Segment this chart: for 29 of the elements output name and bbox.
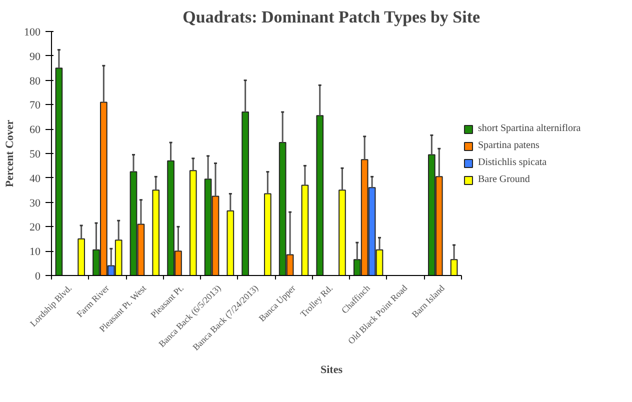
x-axis-title: Sites <box>320 364 344 376</box>
bar <box>316 115 324 276</box>
y-tick-label: 10 <box>30 246 41 258</box>
y-tick-label: 40 <box>30 172 41 185</box>
y-axis-title: Percent Cover <box>4 120 16 188</box>
bar <box>301 184 309 276</box>
bar <box>226 210 234 276</box>
y-tick-label: 30 <box>30 197 41 210</box>
bar <box>450 259 458 276</box>
bar <box>78 238 85 276</box>
y-tick-label: 50 <box>30 148 41 160</box>
y-tick-label: 80 <box>30 75 41 88</box>
bar <box>264 193 272 276</box>
bar <box>189 170 197 276</box>
y-tick-label: 60 <box>30 124 41 136</box>
bar <box>242 112 249 276</box>
y-tick-label: 20 <box>30 222 41 234</box>
legend-label: Spartina patens <box>478 140 540 151</box>
bar <box>55 68 63 276</box>
y-tick-label: 100 <box>24 26 41 38</box>
y-tick-label: 0 <box>35 270 41 282</box>
legend-label: short Spartina alterniflora <box>478 123 581 134</box>
legend-label: Bare Ground <box>478 174 530 185</box>
legend-label: Distichlis spicata <box>478 157 547 168</box>
y-tick-label: 90 <box>30 50 41 63</box>
bar <box>338 190 346 276</box>
chart-title: Quadrats: Dominant Patch Types by Site <box>182 8 480 26</box>
bar <box>152 190 160 276</box>
y-tick-label: 70 <box>30 100 41 112</box>
